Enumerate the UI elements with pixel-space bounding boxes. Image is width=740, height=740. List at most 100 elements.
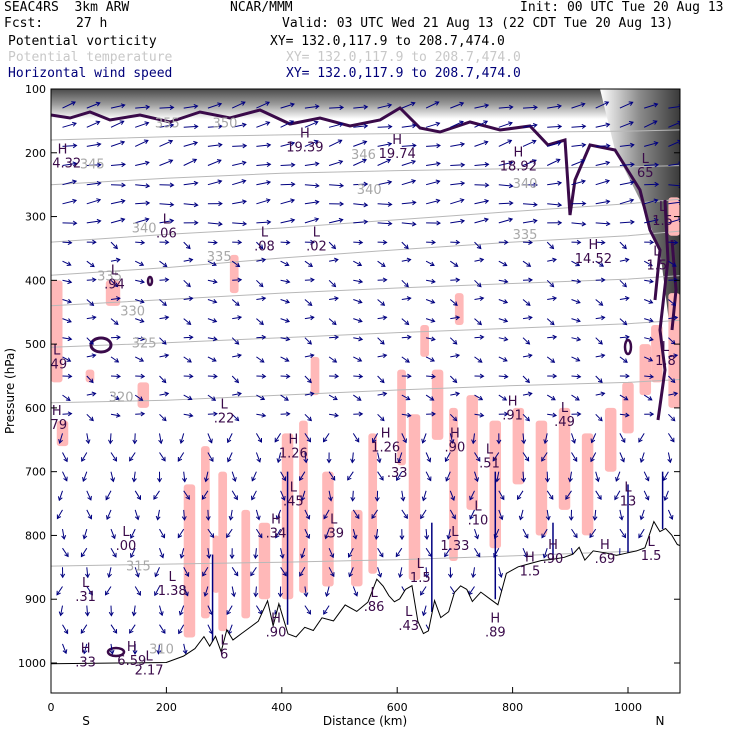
wind-arrow-head	[552, 257, 557, 263]
wind-arrow	[280, 548, 284, 559]
wind-arrow-head	[358, 278, 364, 284]
wind-arrow-head	[469, 514, 474, 520]
wind-arrow-head	[130, 553, 135, 559]
wind-arrow	[644, 164, 659, 166]
wind-arrow-head	[347, 475, 352, 481]
wind-arrow-head	[136, 591, 141, 596]
wind-arrow	[425, 260, 435, 266]
wind-arrow-head	[140, 336, 146, 342]
wind-arrow	[301, 548, 306, 558]
wind-arrow	[207, 103, 222, 109]
wind-arrow-head	[179, 438, 185, 444]
wind-arrow-head	[306, 609, 312, 615]
wind-arrow	[135, 318, 144, 323]
wind-arrow	[277, 452, 282, 463]
pv-line-right	[656, 199, 670, 421]
wind-arrow-head	[421, 496, 427, 502]
wind-arrow	[159, 375, 167, 383]
upper-gray-band	[51, 89, 680, 119]
wind-arrow	[183, 413, 193, 417]
wind-arrow-head	[533, 182, 538, 188]
wind-arrow-head	[201, 495, 207, 500]
wind-arrow	[547, 297, 557, 300]
wind-arrow-head	[177, 533, 183, 539]
wind-arrow-head	[67, 336, 73, 342]
x-tick-label: 1000	[614, 701, 642, 714]
wind-arrow	[207, 548, 210, 559]
wind-arrow	[134, 586, 141, 596]
theta-label: 325	[132, 336, 157, 351]
wind-arrow	[372, 433, 379, 443]
wind-arrow	[135, 202, 150, 205]
wind-arrow-head	[400, 496, 406, 502]
wind-arrow	[547, 203, 562, 206]
wind-arrow-head	[323, 609, 328, 615]
wind-arrow-head	[285, 411, 291, 417]
wind-arrow-head	[66, 318, 72, 323]
wind-arrow	[450, 143, 465, 147]
theta-label: 340	[513, 177, 538, 192]
wind-arrow-head	[58, 438, 63, 444]
wind-arrow-head	[237, 391, 242, 397]
wind-arrow-head	[82, 534, 88, 540]
wind-arrow-head	[565, 495, 570, 500]
wind-arrow-head	[435, 198, 441, 204]
field-range-theta: XY= 132.0,117.9 to 208.7,474.0	[286, 50, 521, 65]
wind-arrow	[590, 452, 597, 462]
hl-value: .06	[156, 227, 177, 242]
wind-arrow-head	[525, 416, 530, 422]
wind-arrow	[134, 490, 141, 500]
wind-arrow	[396, 471, 403, 481]
wind-arrow	[58, 490, 63, 501]
pink-shade-cell	[56, 420, 69, 447]
wind-arrow-head	[289, 102, 295, 108]
wind-arrow-head	[309, 353, 315, 359]
wind-arrow	[86, 299, 94, 306]
wind-arrow-head	[261, 412, 267, 418]
wind-arrow-head	[557, 103, 562, 109]
wind-arrow-head	[91, 277, 97, 283]
wind-arrow	[375, 529, 379, 540]
wind-arrow-head	[145, 183, 151, 189]
wind-arrow-head	[164, 277, 170, 283]
wind-arrow	[110, 318, 119, 325]
wind-arrow	[325, 528, 330, 539]
wind-arrow	[377, 392, 387, 396]
wind-arrow-head	[647, 396, 653, 401]
wind-arrow-head	[410, 101, 416, 107]
wind-arrow	[668, 413, 676, 422]
wind-arrow	[595, 123, 610, 128]
wind-arrow-head	[503, 278, 509, 284]
wind-arrow-head	[95, 120, 101, 126]
wind-arrow	[226, 605, 233, 615]
wind-arrow	[255, 452, 261, 463]
hl-value: .34	[266, 526, 287, 541]
hl-value: .49	[46, 357, 67, 372]
pink-shade-cell	[449, 407, 458, 561]
wind-arrow	[232, 354, 242, 358]
wind-arrow-head	[625, 334, 630, 340]
wind-arrow	[353, 183, 368, 186]
wind-arrow	[662, 471, 669, 481]
wind-arrow-head	[71, 101, 76, 106]
wind-arrow-head	[290, 198, 296, 204]
wind-arrow-head	[548, 495, 554, 500]
wind-arrow-head	[387, 220, 393, 227]
wind-arrow-head	[202, 571, 207, 577]
wind-arrow-head	[310, 239, 315, 245]
wind-arrow	[280, 337, 290, 340]
wind-arrow	[422, 433, 427, 443]
wind-arrow-head	[143, 139, 149, 144]
wind-arrow	[348, 567, 354, 577]
wind-arrow-head	[80, 552, 86, 558]
wind-arrow-head	[71, 121, 77, 127]
wind-arrow	[498, 337, 508, 341]
wind-arrow-head	[184, 572, 190, 577]
wind-arrow-head	[324, 534, 330, 540]
wind-arrow-head	[80, 629, 86, 634]
wind-arrow-head	[66, 357, 72, 362]
wind-arrow-head	[358, 336, 364, 342]
wind-arrow	[498, 260, 507, 266]
wind-arrow-head	[484, 162, 490, 168]
wind-arrow-head	[362, 140, 368, 145]
